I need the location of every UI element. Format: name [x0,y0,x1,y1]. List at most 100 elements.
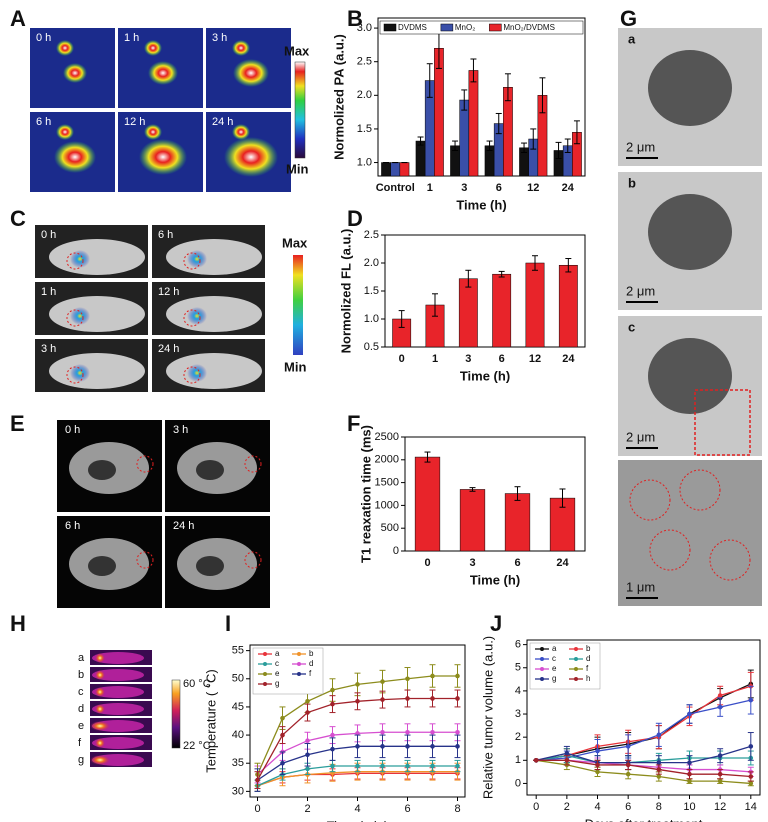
point [564,757,570,763]
legend-marker [540,657,544,661]
x-tick-label: 24 [562,182,575,194]
bar [459,99,470,177]
time-label: 3 h [41,343,56,355]
mouse [49,239,145,275]
subpanel-label: c [628,319,635,334]
colorbar-low: 22 °C [183,740,211,752]
time-label: 24 h [158,343,179,355]
fl-signal [187,250,207,268]
colorbar-high: 60 °C [183,678,211,690]
colorbar-min: Min [286,161,308,176]
point [330,746,335,752]
y-axis-label: Temperature ( °C) [203,669,218,772]
point [380,744,385,749]
legend-label: b [586,644,591,653]
scale-label: 2 μm [626,429,655,444]
y-tick-label: 2500 [375,431,399,443]
legend-marker [540,647,544,651]
y-tick-label: 3.0 [357,22,372,34]
legend-swatch [383,23,397,32]
x-tick-label: 6 [404,803,410,815]
vesicle [679,469,721,511]
y-tick-label: 2.0 [364,257,379,269]
vesicle [629,479,671,521]
point [380,729,385,735]
point [330,732,335,738]
x-tick-label: 0 [399,353,405,365]
panel-letter: G [620,6,637,31]
point [280,760,285,766]
colorbar [293,255,303,355]
point [405,729,410,735]
x-tick-label: 2 [564,801,570,813]
y-axis-label: Relative tumor volume (a.u.) [480,636,495,799]
fl-signal [70,250,90,268]
thermal-hot [90,721,110,731]
point [717,704,723,710]
thermal-body [92,652,144,664]
point [533,757,539,763]
tumor-circle [244,455,262,473]
point [748,774,754,779]
point [687,778,692,784]
y-tick-label: 6 [515,639,521,651]
time-label: 6 h [65,520,80,532]
row-label: e [78,720,84,732]
y-tick-label: 1.0 [364,313,379,325]
legend-label: a [275,649,280,658]
legend-swatch [440,23,454,32]
bar [504,493,531,552]
colorbar [294,61,306,159]
tumor-circle [183,366,201,384]
x-tick-label: 2 [304,803,310,815]
point [330,701,335,707]
x-axis-label: Time (h) [470,572,520,587]
plot-frame [384,234,586,348]
x-tick-label: 10 [683,801,695,813]
point [748,697,754,703]
x-tick-label: 6 [496,182,502,194]
bar [468,70,479,177]
point [625,762,631,768]
point [455,673,460,679]
colorbar-max: Max [284,43,310,58]
point [405,696,410,701]
fl-signal [187,307,207,325]
point [330,687,335,693]
row-label: g [78,754,84,766]
x-tick-label: 1 [432,353,438,365]
point [717,753,723,758]
point [656,732,662,738]
y-tick-label: 1.5 [357,123,372,135]
legend-label: d [586,654,590,663]
y-tick-label: 5 [515,662,521,674]
point [625,771,631,777]
point [355,763,360,769]
legend-label: g [552,674,556,683]
bar [558,264,578,348]
x-tick-label: 3 [469,557,475,569]
y-tick-label: 2000 [375,454,399,466]
bar [381,162,391,177]
thermal-hot [95,653,105,663]
fl-signal [70,307,90,325]
series-line [536,759,751,785]
point [255,777,260,783]
legend-marker [540,667,544,671]
point [305,766,310,772]
row-label: d [78,703,84,715]
point [748,744,754,749]
point [656,760,662,765]
x-tick-label: 1 [427,182,433,194]
legend-swatch [489,23,502,32]
y-tick-label: 2.5 [357,56,372,68]
legend-label: b [309,649,314,658]
x-tick-label: 3 [465,353,471,365]
panel-letter: D [347,206,363,231]
legend-marker [263,682,267,686]
pa-signal [148,61,178,85]
y-axis-label: T1 reaxation time (ms) [358,425,373,563]
time-label: 3 h [173,424,188,436]
point [305,738,310,744]
time-label: 0 h [65,424,80,436]
